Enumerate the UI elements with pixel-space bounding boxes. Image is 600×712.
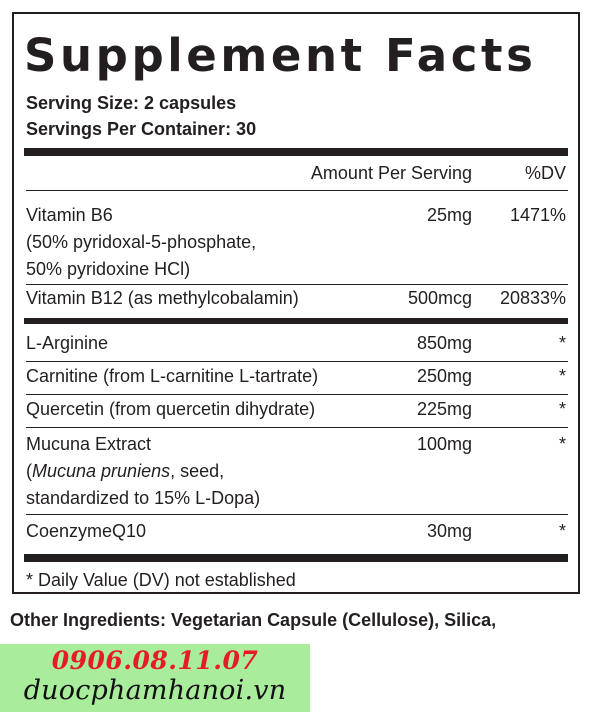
nutrient-name: Mucuna Extract — [26, 434, 152, 454]
nutrient-name-detail: standardized to 15% L-Dopa) — [26, 488, 261, 508]
divider-bar-middle — [24, 318, 568, 324]
promo-banner — [0, 644, 310, 712]
divider-bar-bottom — [24, 554, 568, 562]
column-header-dv: %DV — [524, 163, 566, 183]
nutrient-dv: * — [558, 333, 566, 353]
nutrient-name: Vitamin B12 (as methylcobalamin) — [26, 288, 299, 308]
nutrient-name: Vitamin B6 — [26, 205, 113, 225]
footnote: * Daily Value (DV) not established — [26, 570, 296, 590]
nutrient-name: CoenzymeQ10 — [26, 521, 147, 541]
nutrient-dv: * — [558, 399, 566, 419]
column-header-amount: Amount Per Serving — [310, 163, 472, 183]
nutrient-amount: 850mg — [416, 333, 472, 353]
divider-line — [26, 427, 568, 428]
nutrient-name-detail: (50% pyridoxal-5-phosphate, — [26, 232, 257, 252]
nutrient-amount: 30mg — [426, 521, 472, 541]
divider-line — [26, 190, 568, 191]
nutrient-name: L-Arginine — [26, 333, 109, 353]
promo-website: duocphamhanoi.vn — [23, 675, 287, 706]
paren-open: ( — [26, 461, 32, 481]
divider-line — [26, 361, 568, 362]
nutrient-dv: * — [558, 366, 566, 386]
servings-per-container: Servings Per Container: 30 — [26, 119, 257, 139]
nutrient-name-detail: (Mucuna pruniens, seed, — [26, 458, 224, 485]
nutrient-amount: 100mg — [416, 434, 472, 454]
species-name: Mucuna pruniens — [32, 461, 171, 481]
serving-size: Serving Size: 2 capsules — [26, 93, 237, 113]
nutrient-dv: 20833% — [499, 288, 566, 308]
nutrient-name: Carnitine (from L-carnitine L-tartrate) — [26, 366, 319, 386]
supplement-facts-panel: Supplement Facts Serving Size: 2 capsule… — [12, 12, 580, 594]
promo-phone: 0906.08.11.07 — [51, 646, 259, 675]
nutrient-name: Quercetin (from quercetin dihydrate) — [26, 399, 316, 419]
divider-bar-top — [24, 148, 568, 156]
nutrient-dv: 1471% — [509, 205, 566, 225]
nutrient-amount: 225mg — [416, 399, 472, 419]
nutrient-name-detail: 50% pyridoxine HCl) — [26, 259, 191, 279]
divider-line — [26, 394, 568, 395]
nutrient-dv: * — [558, 434, 566, 454]
nutrient-amount: 250mg — [416, 366, 472, 386]
plant-part: , seed, — [170, 461, 225, 481]
other-ingredients: Other Ingredients: Vegetarian Capsule (C… — [10, 610, 497, 630]
nutrient-amount: 25mg — [426, 205, 472, 225]
nutrient-dv: * — [558, 521, 566, 541]
nutrient-amount: 500mcg — [407, 288, 472, 308]
divider-line — [26, 284, 568, 285]
panel-title: Supplement Facts — [24, 29, 537, 82]
divider-line — [26, 514, 568, 515]
